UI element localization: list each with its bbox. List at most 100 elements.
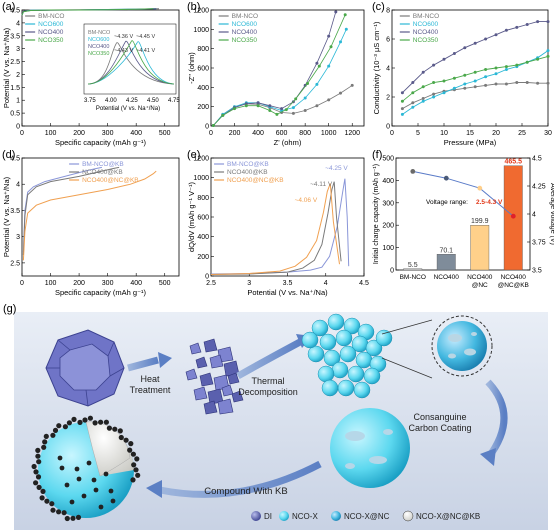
fractured-shard	[203, 338, 218, 353]
y-tick-label: 0	[205, 124, 209, 131]
y-tick-label: 3.5	[10, 208, 20, 215]
y-tick-label: 400	[197, 234, 209, 241]
x-tick-label: 0	[390, 130, 394, 137]
data-point	[484, 68, 488, 71]
legend-label: NCO400	[38, 29, 64, 36]
y-tick-label: 0	[205, 274, 209, 281]
kb-particle	[91, 477, 97, 483]
panel-e-chart: 2.5 3 3.5 4 4.5 0 200 400 600 800 1000 1200 Potentia…	[187, 149, 369, 297]
kb-particle	[103, 471, 109, 477]
kb-particle	[52, 427, 59, 433]
data-point	[515, 81, 519, 84]
x-tick-label: 10	[440, 130, 448, 137]
kb-particle	[33, 480, 39, 486]
y-tick-label: 2.5	[10, 59, 20, 66]
kb-particle	[35, 474, 42, 480]
legend-label: NCO350	[38, 37, 64, 44]
bar	[436, 254, 456, 271]
data-point	[280, 107, 284, 111]
kb-particle	[40, 488, 46, 494]
y-axis-label: Conductivity (10⁻³ μS cm⁻¹)	[372, 21, 381, 114]
inset-annotation: ~4.45 V	[136, 34, 155, 40]
kb-particle	[77, 419, 83, 425]
kb-particle	[35, 447, 41, 453]
y-tick-label: 1200	[193, 156, 209, 163]
kb-particle	[66, 420, 72, 426]
x-tick-label: 800	[299, 130, 311, 137]
panel-label-b: (b)	[187, 1, 200, 13]
legend-label: BM-NCO	[38, 13, 64, 20]
kb-particle	[31, 463, 37, 470]
legend-label: NCO600	[38, 21, 64, 28]
fractured-shard	[209, 354, 224, 369]
data-point	[411, 101, 415, 105]
data-point	[315, 61, 319, 65]
nco-x-nc-kb-sphere	[38, 421, 134, 518]
y2-axis-label: Average voltage (V)	[549, 183, 554, 245]
step-heat-treatment-label: Heat	[140, 374, 160, 384]
arrow-compound-kb	[159, 460, 322, 498]
data-point	[473, 70, 477, 74]
data-point	[306, 82, 309, 85]
kb-particle	[76, 476, 82, 482]
y-tick-label: 1000	[193, 175, 209, 182]
inset-legend: NCO600	[88, 37, 109, 43]
panel-c-chart: 0 5 10 15 20 25 30 0 2 4 6 8 Pressure (MPa) Conductiv…	[372, 1, 552, 147]
x-tick-label: 400	[252, 130, 264, 137]
x-tick-label: 500	[159, 280, 171, 287]
y2-tick-label: 4.25	[532, 184, 546, 191]
zoom-line-top	[381, 319, 433, 335]
nco-x-nc-sphere	[330, 408, 410, 488]
data-point	[400, 107, 404, 111]
legend-nco-x-label: NCO-X	[292, 512, 318, 521]
zoom-circle	[431, 315, 493, 377]
kb-particle	[56, 509, 62, 515]
y-tick-label: 1	[16, 98, 20, 105]
data-point	[452, 76, 456, 80]
y-tick-label: 300	[382, 200, 394, 207]
kb-particle	[82, 417, 88, 423]
data-point	[494, 72, 498, 76]
kb-particle	[43, 433, 49, 439]
kb-particle	[131, 462, 137, 468]
kb-particle	[49, 501, 55, 507]
x-tick-label: 300	[102, 280, 114, 287]
plot-frame	[21, 157, 180, 277]
legend-nco-x-nc-kb-marker	[402, 510, 414, 522]
legend-label: NCO350	[232, 37, 258, 44]
average-voltage-point	[477, 185, 483, 191]
inset-x-tick: 4.25	[126, 98, 138, 104]
panel-label-c: (c)	[372, 1, 385, 13]
kb-particle	[106, 425, 112, 431]
kb-particle	[134, 456, 140, 462]
panel-label-a: (a)	[2, 1, 15, 13]
data-point	[411, 81, 415, 84]
data-point	[504, 82, 508, 86]
data-point	[473, 41, 477, 45]
y-tick-label: 600	[197, 66, 209, 73]
data-point	[546, 81, 550, 85]
step-thermal-decomposition-label: Thermal	[251, 376, 284, 386]
data-point	[432, 92, 436, 96]
zoom-line-bottom	[381, 357, 433, 379]
data-point	[515, 63, 519, 67]
data-point	[343, 13, 347, 17]
inset-legend: BM-NCO	[88, 30, 111, 36]
y-tick-label: 1200	[193, 8, 209, 15]
kb-particle	[81, 493, 87, 499]
data-point	[546, 49, 550, 53]
step-carbon-coating-label-line2: Carbon Coating	[408, 423, 471, 433]
data-point	[421, 70, 425, 74]
data-point	[329, 45, 333, 49]
inset-curve	[87, 40, 175, 85]
data-point	[494, 66, 498, 70]
data-point	[463, 82, 467, 86]
y-tick-label: 0	[16, 124, 20, 131]
data-point	[432, 95, 436, 99]
schematic-legend: DI NCO-X NCO-X@NC NCO-X@NC@KB	[251, 510, 480, 522]
series-line-nco400-kb	[22, 166, 120, 256]
y-tick-label: 8	[386, 8, 390, 15]
inset-x-tick: 4.50	[147, 98, 159, 104]
x-tick-label: 0	[209, 130, 213, 137]
legend-label: BM-NCO@KB	[82, 161, 124, 168]
